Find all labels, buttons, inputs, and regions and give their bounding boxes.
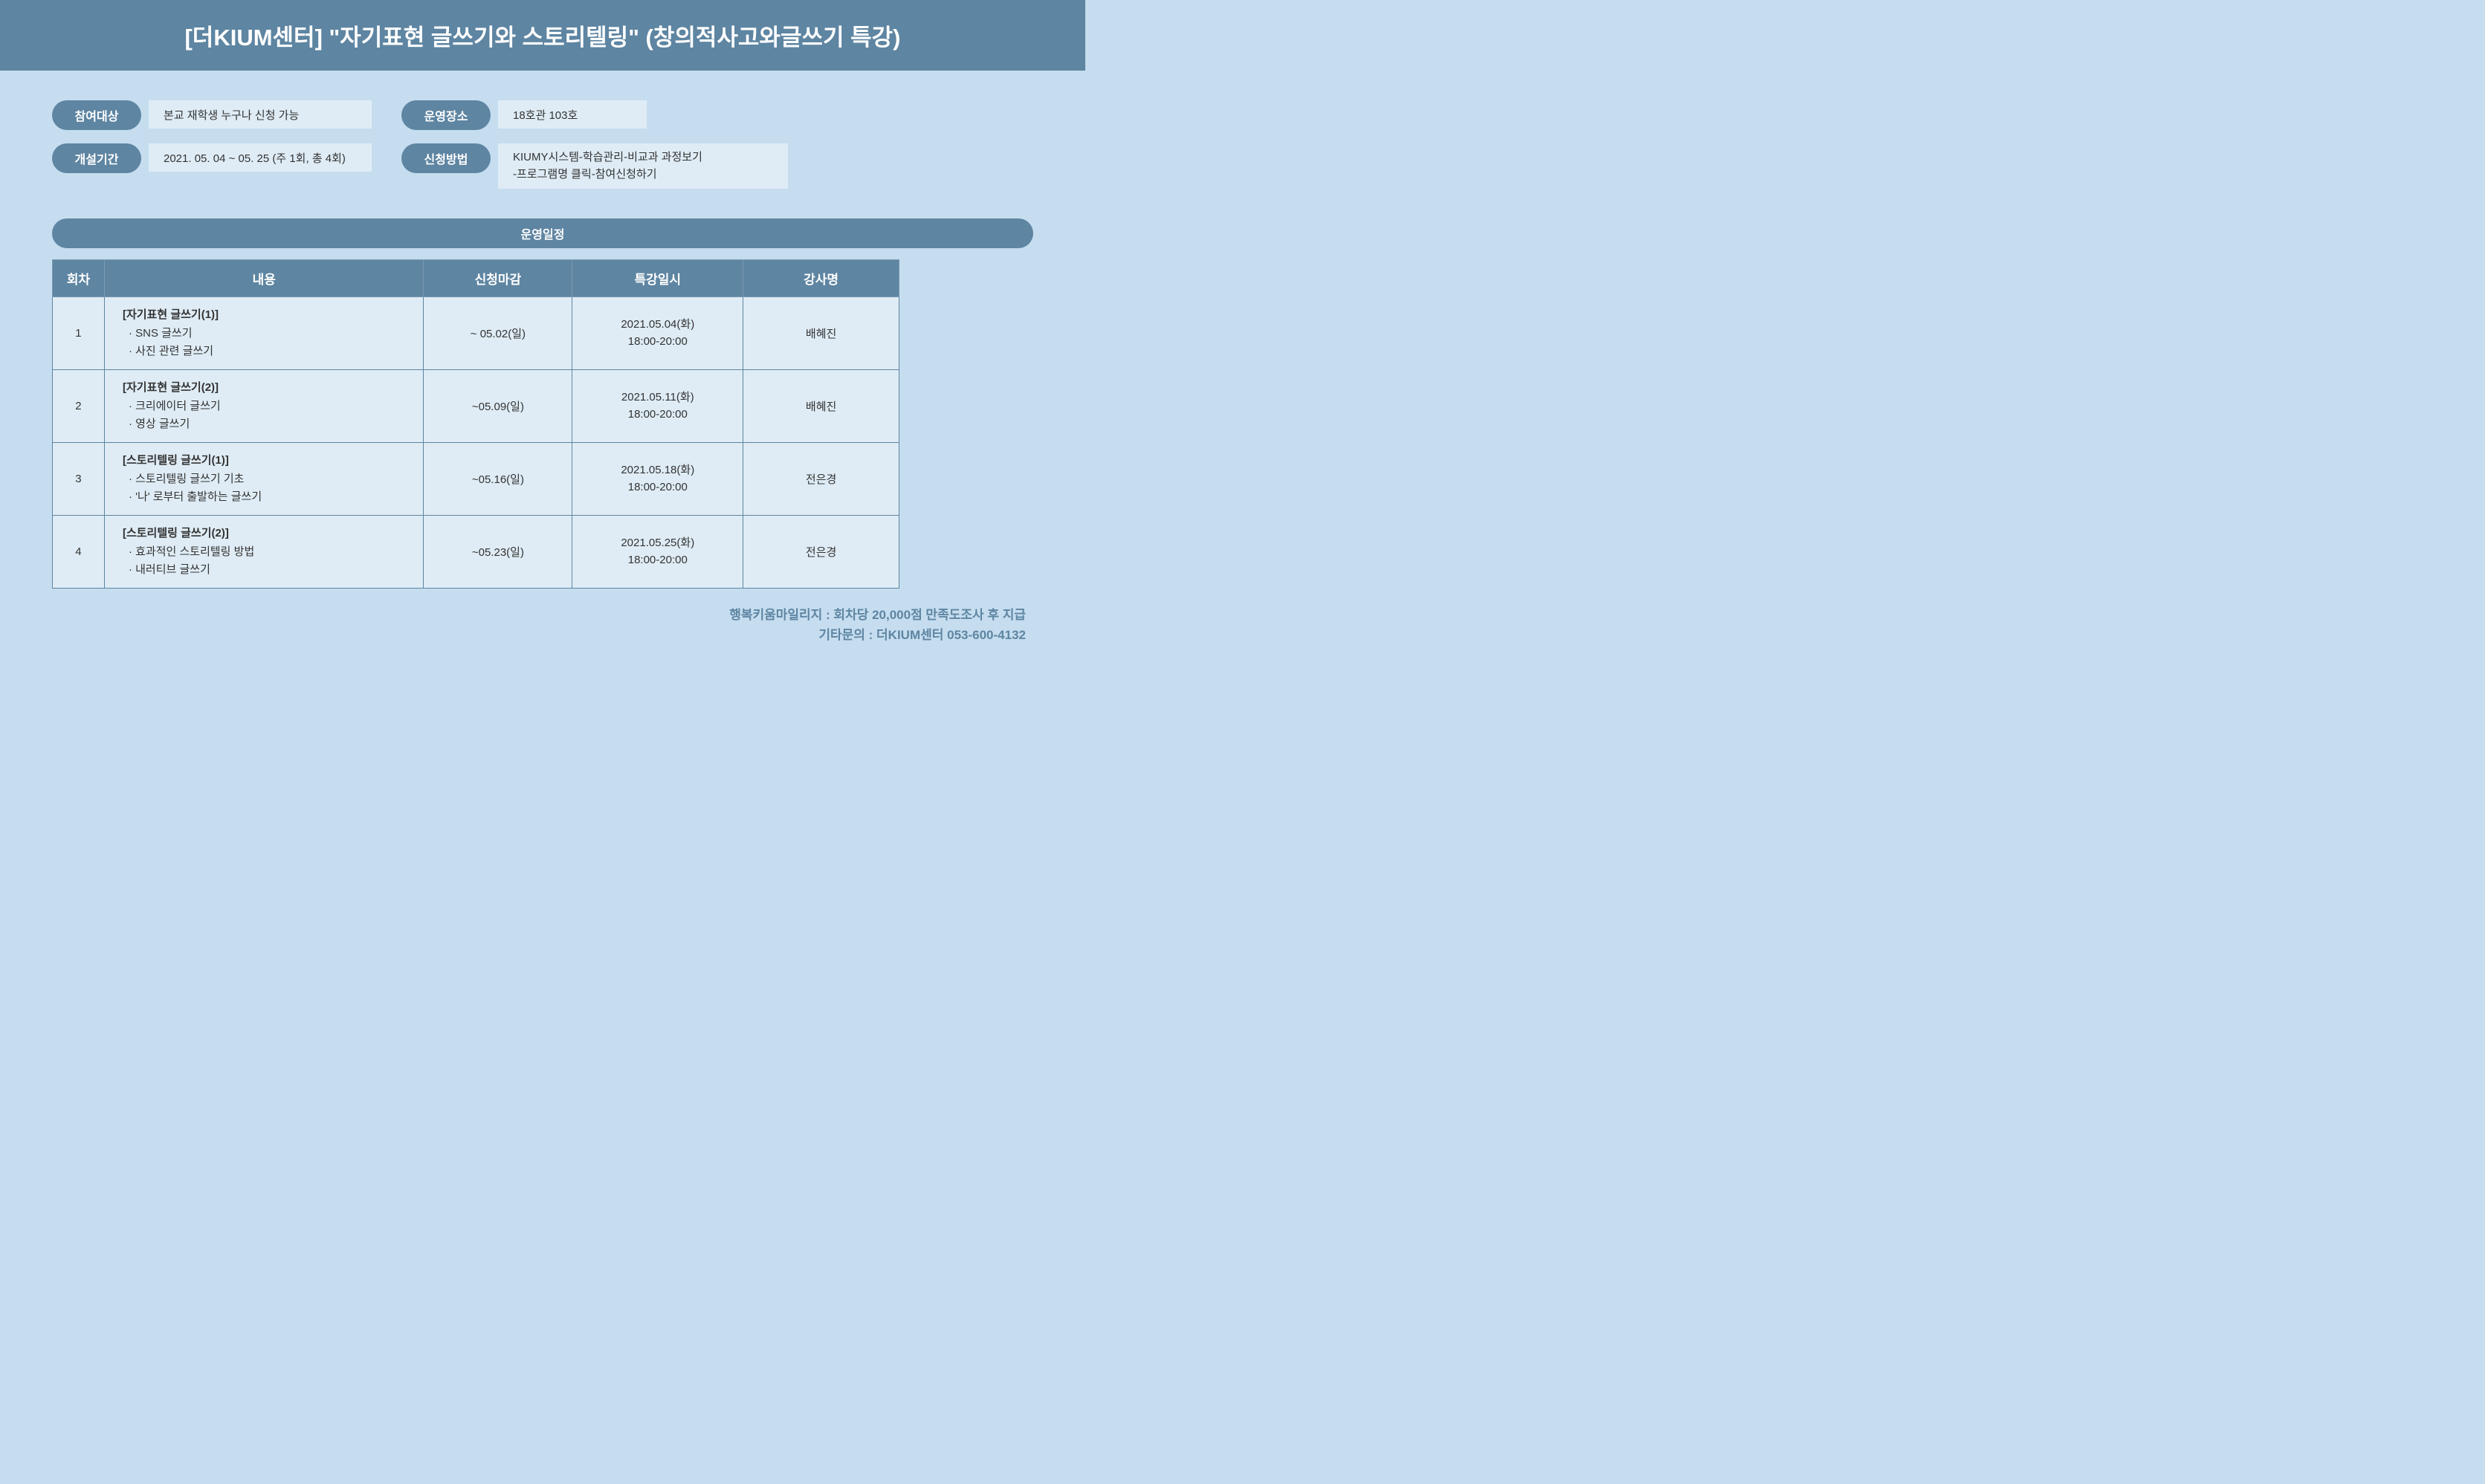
row-instructor: 전은경 (743, 516, 899, 589)
row-num: 4 (53, 516, 105, 589)
row-title: [자기표현 글쓰기(2)] (123, 379, 406, 395)
row-time: 18:00-20:00 (583, 479, 732, 496)
row-instructor: 배혜진 (743, 297, 899, 370)
row-num: 2 (53, 370, 105, 443)
row-date: 2021.05.18(화) (583, 462, 732, 479)
col-header-instructor: 강사명 (743, 260, 899, 297)
table-row: 1 [자기표현 글쓰기(1)] · SNS 글쓰기 · 사진 관련 글쓰기 ~ … (53, 297, 899, 370)
row-deadline: ~ 05.02(일) (424, 297, 572, 370)
header-title: [더KIUM센터] "자기표현 글쓰기와 스토리텔링" (창의적사고와글쓰기 특… (184, 25, 900, 51)
schedule-section: 운영일정 (52, 218, 1033, 248)
footer: 행복키움마일리지 : 회차당 20,000점 만족도조사 후 지급 기타문의 :… (52, 605, 1033, 645)
row-content: [스토리텔링 글쓰기(2)] · 효과적인 스토리텔링 방법 · 내러티브 글쓰… (104, 516, 424, 589)
col-header-num: 회차 (53, 260, 105, 297)
row-time: 18:00-20:00 (583, 334, 732, 351)
row-bullet2: · '나' 로부터 출발하는 글쓰기 (123, 488, 406, 506)
info-period: 개설기간 2021. 05. 04 ~ 05. 25 (주 1회, 총 4회) (52, 143, 372, 189)
row-deadline: ~05.23(일) (424, 516, 572, 589)
row-datetime: 2021.05.25(화) 18:00-20:00 (572, 516, 743, 589)
row-bullet1: · SNS 글쓰기 (123, 325, 406, 343)
apply-value: KIUMY시스템-학습관리-비교과 과정보기 -프로그램명 클릭-참여신청하기 (498, 143, 788, 189)
info-location: 운영장소 18호관 103호 (401, 100, 647, 130)
row-content: [자기표현 글쓰기(2)] · 크리에이터 글쓰기 · 영상 글쓰기 (104, 370, 424, 443)
table-row: 3 [스토리텔링 글쓰기(1)] · 스토리텔링 글쓰기 기초 · '나' 로부… (53, 443, 899, 516)
info-row-2: 개설기간 2021. 05. 04 ~ 05. 25 (주 1회, 총 4회) … (52, 143, 1033, 189)
row-title: [스토리텔링 글쓰기(2)] (123, 525, 406, 540)
row-content: [자기표현 글쓰기(1)] · SNS 글쓰기 · 사진 관련 글쓰기 (104, 297, 424, 370)
row-title: [스토리텔링 글쓰기(1)] (123, 452, 406, 467)
row-content: [스토리텔링 글쓰기(1)] · 스토리텔링 글쓰기 기초 · '나' 로부터 … (104, 443, 424, 516)
row-datetime: 2021.05.04(화) 18:00-20:00 (572, 297, 743, 370)
info-apply: 신청방법 KIUMY시스템-학습관리-비교과 과정보기 -프로그램명 클릭-참여… (401, 143, 788, 189)
row-bullet2: · 사진 관련 글쓰기 (123, 343, 406, 360)
row-instructor: 전은경 (743, 443, 899, 516)
location-label: 운영장소 (401, 100, 491, 130)
row-datetime: 2021.05.18(화) 18:00-20:00 (572, 443, 743, 516)
apply-label: 신청방법 (401, 143, 491, 173)
schedule-label: 운영일정 (52, 218, 1033, 248)
content-area: 참여대상 본교 재학생 누구나 신청 가능 운영장소 18호관 103호 개설기… (0, 71, 1085, 660)
row-num: 3 (53, 443, 105, 516)
row-date: 2021.05.04(화) (583, 317, 732, 334)
target-label: 참여대상 (52, 100, 141, 130)
row-time: 18:00-20:00 (583, 552, 732, 569)
col-header-datetime: 특강일시 (572, 260, 743, 297)
target-value: 본교 재학생 누구나 신청 가능 (149, 100, 372, 129)
period-value: 2021. 05. 04 ~ 05. 25 (주 1회, 총 4회) (149, 143, 372, 172)
col-header-content: 내용 (104, 260, 424, 297)
row-num: 1 (53, 297, 105, 370)
row-bullet1: · 스토리텔링 글쓰기 기초 (123, 470, 406, 488)
table-row: 2 [자기표현 글쓰기(2)] · 크리에이터 글쓰기 · 영상 글쓰기 ~05… (53, 370, 899, 443)
schedule-table: 회차 내용 신청마감 특강일시 강사명 1 [자기표현 글쓰기(1)] · SN… (52, 259, 899, 589)
info-row-1: 참여대상 본교 재학생 누구나 신청 가능 운영장소 18호관 103호 (52, 100, 1033, 130)
apply-value-line2: -프로그램명 클릭-참여신청하기 (513, 166, 702, 184)
location-value: 18호관 103호 (498, 100, 647, 129)
row-title: [자기표현 글쓰기(1)] (123, 306, 406, 322)
table-row: 4 [스토리텔링 글쓰기(2)] · 효과적인 스토리텔링 방법 · 내러티브 … (53, 516, 899, 589)
row-instructor: 배혜진 (743, 370, 899, 443)
row-bullet1: · 크리에이터 글쓰기 (123, 398, 406, 415)
row-date: 2021.05.25(화) (583, 535, 732, 552)
footer-line2: 기타문의 : 더KIUM센터 053-600-4132 (52, 625, 1026, 645)
row-bullet2: · 영상 글쓰기 (123, 415, 406, 433)
row-bullet2: · 내러티브 글쓰기 (123, 561, 406, 579)
table-header-row: 회차 내용 신청마감 특강일시 강사명 (53, 260, 899, 297)
row-datetime: 2021.05.11(화) 18:00-20:00 (572, 370, 743, 443)
col-header-deadline: 신청마감 (424, 260, 572, 297)
row-deadline: ~05.16(일) (424, 443, 572, 516)
row-date: 2021.05.11(화) (583, 389, 732, 406)
info-target: 참여대상 본교 재학생 누구나 신청 가능 (52, 100, 372, 130)
header-banner: [더KIUM센터] "자기표현 글쓰기와 스토리텔링" (창의적사고와글쓰기 특… (0, 0, 1085, 71)
row-time: 18:00-20:00 (583, 406, 732, 424)
apply-value-line1: KIUMY시스템-학습관리-비교과 과정보기 (513, 149, 702, 166)
row-deadline: ~05.09(일) (424, 370, 572, 443)
period-label: 개설기간 (52, 143, 141, 173)
footer-line1: 행복키움마일리지 : 회차당 20,000점 만족도조사 후 지급 (52, 605, 1026, 625)
row-bullet1: · 효과적인 스토리텔링 방법 (123, 543, 406, 561)
